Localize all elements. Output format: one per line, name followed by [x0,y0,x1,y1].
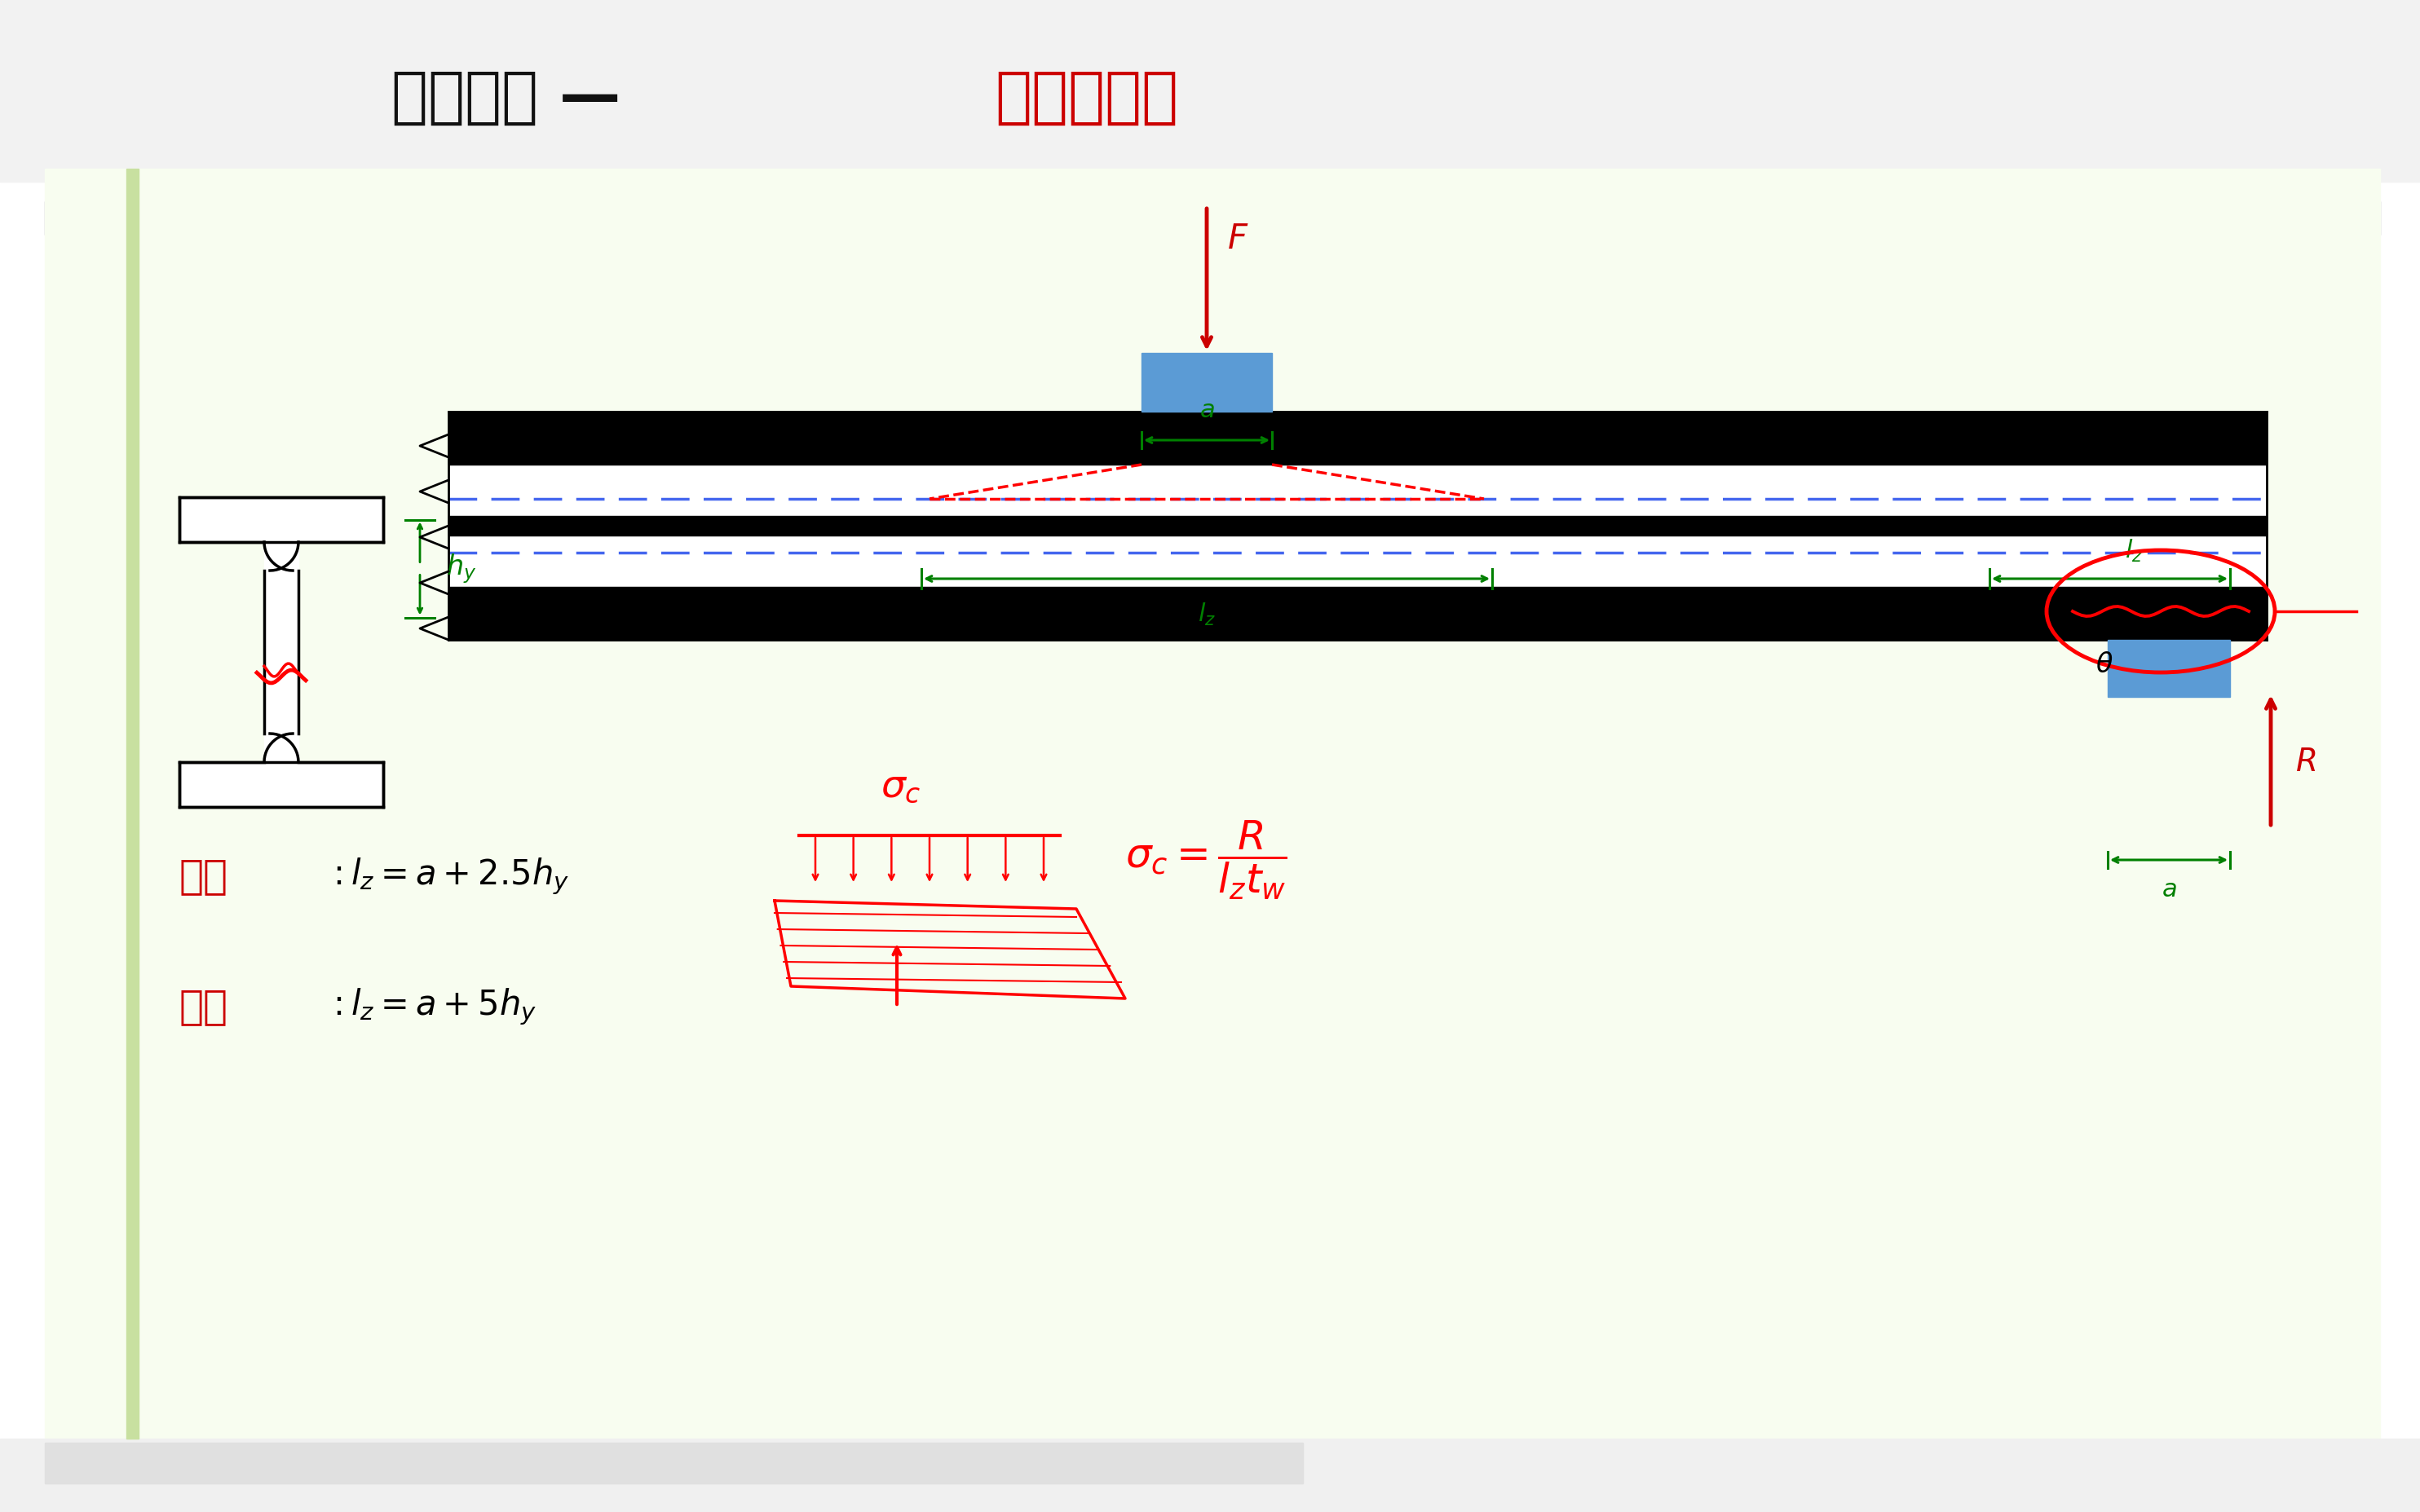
Text: $R$: $R$ [2294,747,2316,777]
Text: $\sigma_c$: $\sigma_c$ [881,768,922,804]
Bar [264,541,298,762]
Text: $a$: $a$ [2161,878,2176,901]
Text: 跨中: 跨中 [179,987,227,1027]
Bar [179,762,382,807]
Bar [448,587,2268,640]
Text: 支座: 支座 [179,857,227,895]
Text: $\sigma_c = \dfrac{R}{l_z t_w}$: $\sigma_c = \dfrac{R}{l_z t_w}$ [1125,818,1287,901]
Text: $: l_z = a + 5h_y$: $: l_z = a + 5h_y$ [327,986,537,1027]
Bar [46,168,2381,1438]
Text: $h_y$: $h_y$ [445,552,477,585]
Bar [1142,352,1273,411]
Text: 受弯构件 —: 受弯构件 — [392,68,641,129]
Text: $a$: $a$ [1200,399,1215,422]
Text: $l_z$: $l_z$ [1198,602,1215,627]
Bar [46,201,2381,234]
Text: $F$: $F$ [1227,222,1249,256]
Bar [2108,640,2229,697]
Bar [0,0,2420,181]
Text: $\theta$: $\theta$ [2096,650,2113,677]
Bar [46,1442,1304,1483]
Bar [0,1438,2420,1512]
Bar [126,168,138,1438]
Text: 局部压应力: 局部压应力 [995,68,1179,129]
Bar [179,497,382,541]
Text: $l_z$: $l_z$ [2125,538,2144,564]
Bar [448,464,2268,587]
Text: $: l_z = a + 2.5h_y$: $: l_z = a + 2.5h_y$ [327,856,569,897]
Bar [448,411,2268,464]
Bar [448,516,2268,535]
